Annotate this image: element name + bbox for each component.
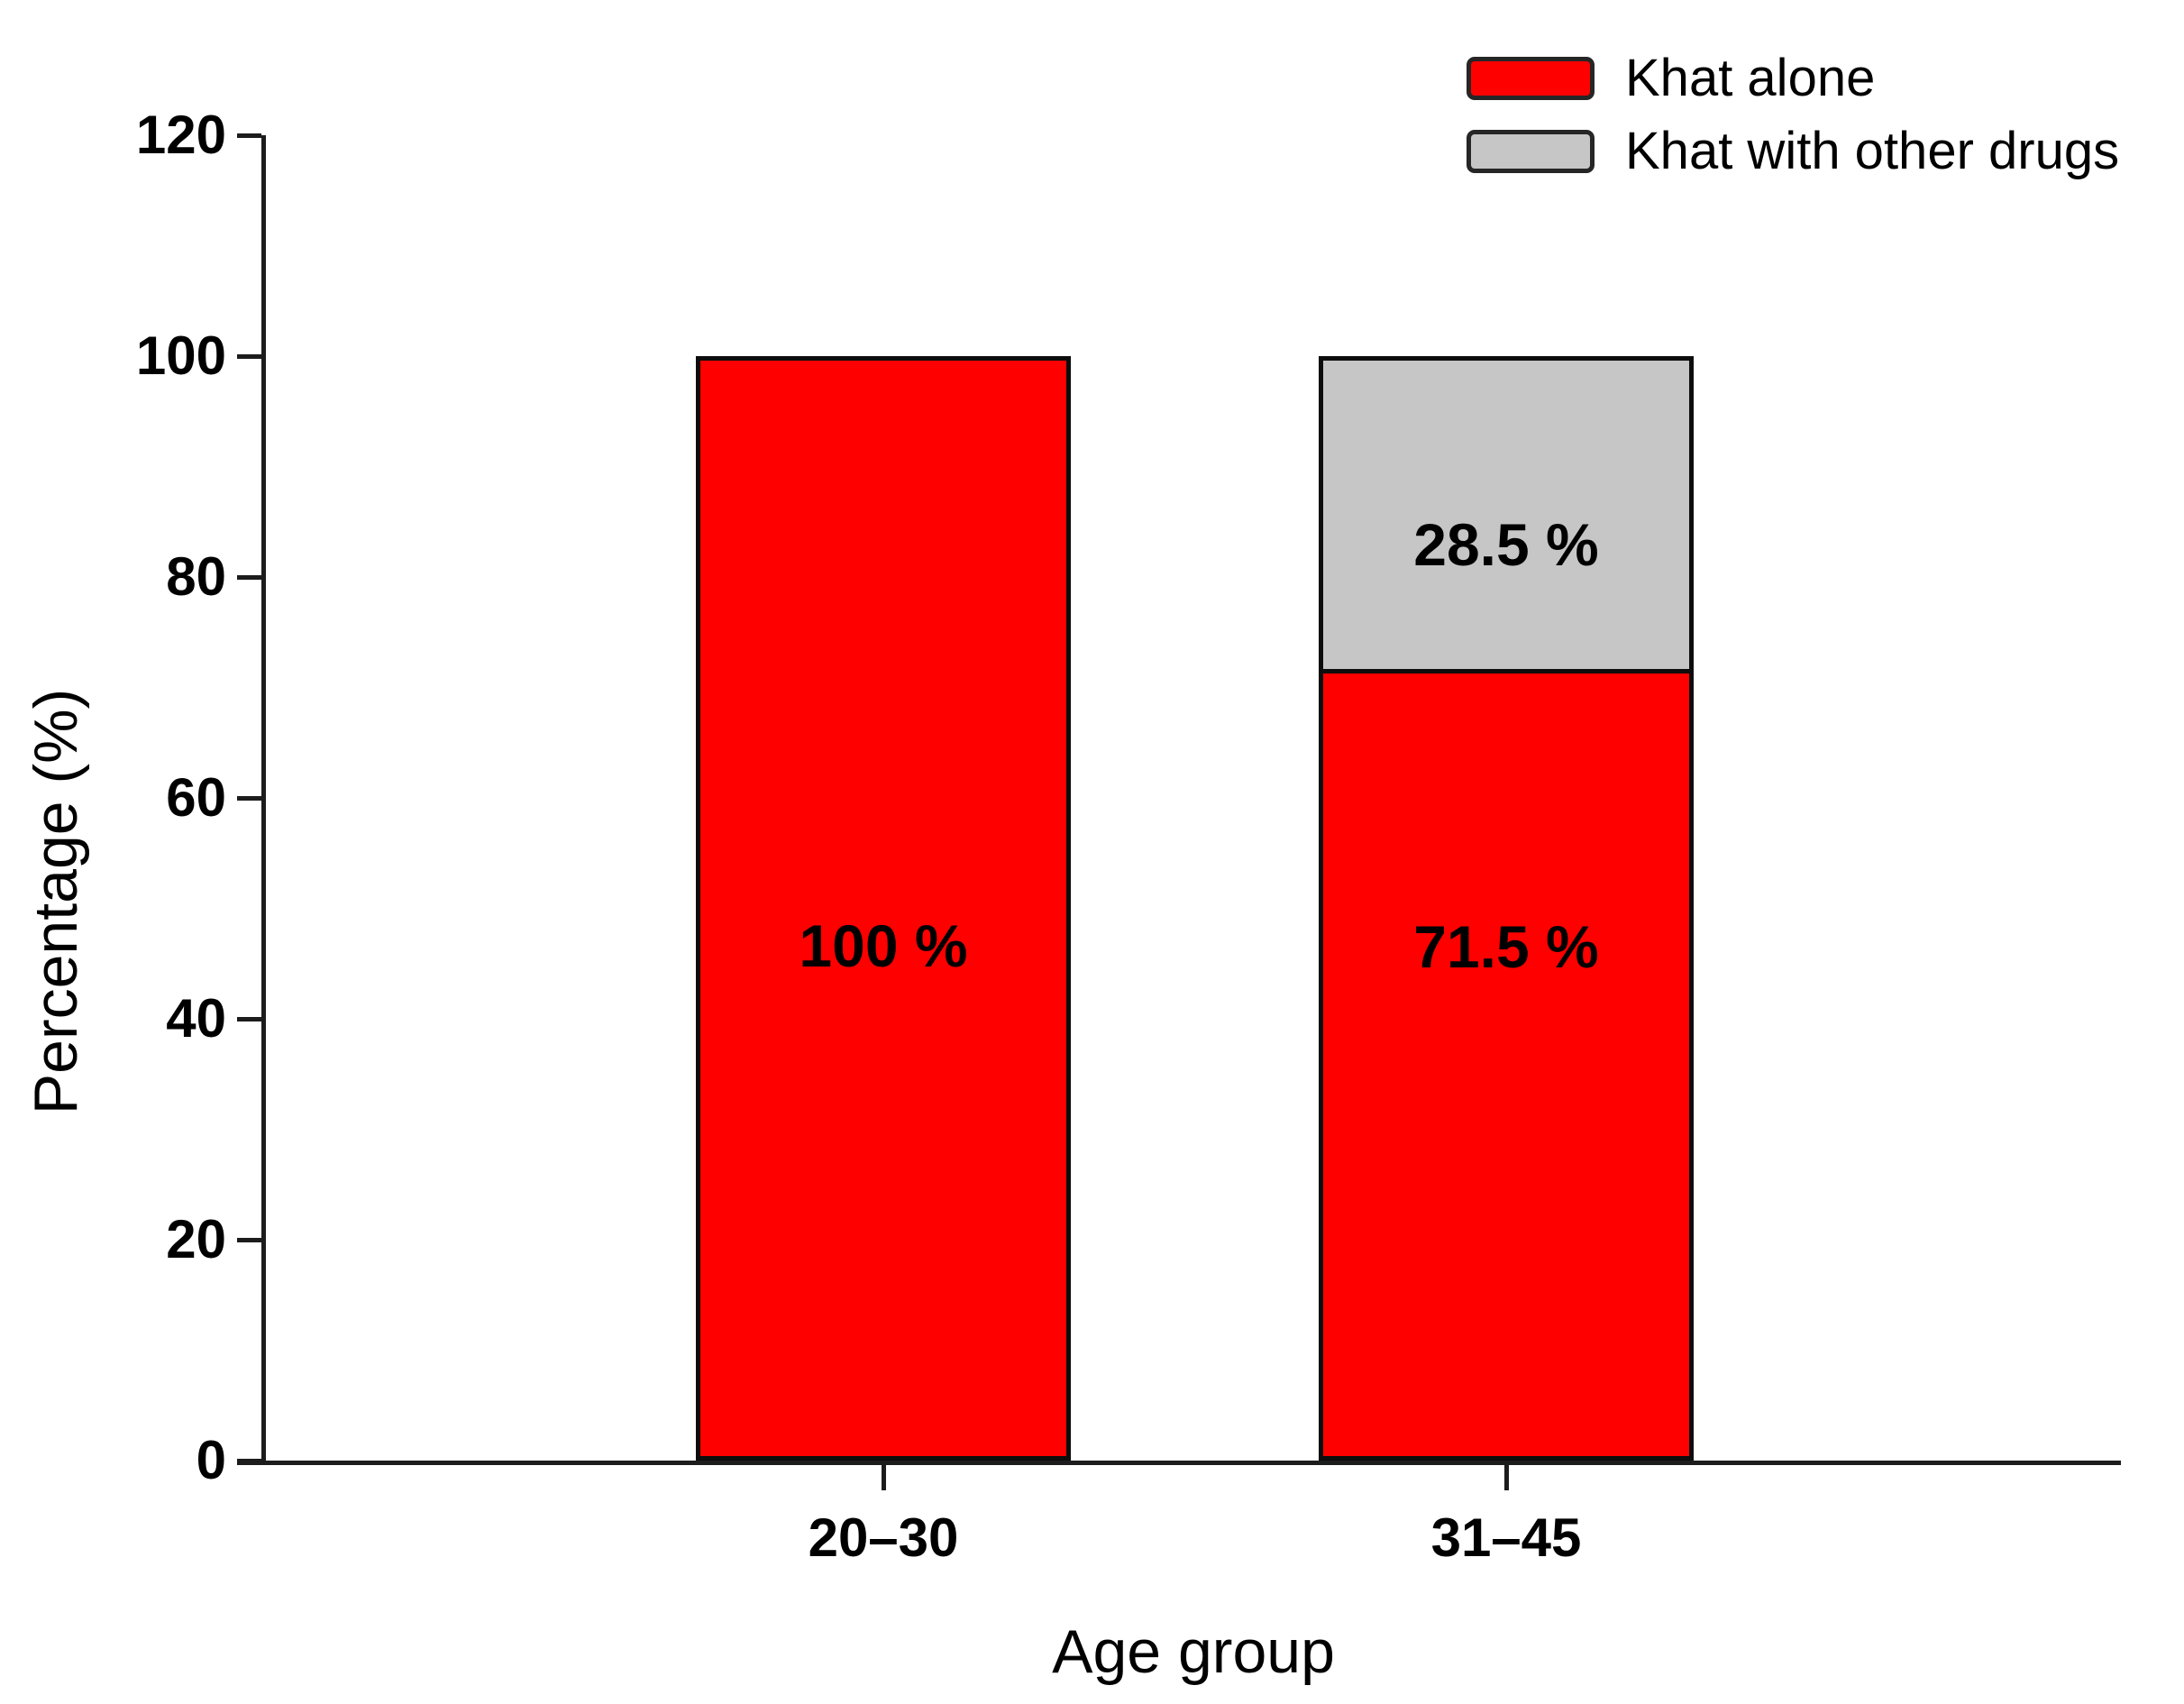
legend-swatch-khat-with-other-drugs — [1467, 130, 1595, 173]
bar-outline — [1319, 356, 1694, 1461]
legend-label-khat-with-other-drugs: Khat with other drugs — [1625, 122, 2120, 180]
bar-segment-khat-with-other-drugs — [1319, 356, 1694, 672]
bar-value-label: 71.5 % — [1413, 913, 1599, 981]
x-tick-label: 20–30 — [808, 1507, 959, 1568]
bar-segment-khat-alone — [1319, 671, 1694, 1461]
x-tick-label: 31–45 — [1430, 1507, 1582, 1568]
legend-swatch-khat-alone — [1467, 57, 1595, 100]
y-tick-label: 60 — [166, 767, 226, 828]
y-tick-label: 20 — [166, 1209, 226, 1269]
y-axis-title: Percentage (%) — [22, 688, 90, 1115]
x-tick — [1503, 1465, 1509, 1490]
bar-value-label: 100 % — [799, 912, 968, 979]
y-tick-label: 100 — [135, 325, 226, 386]
plot-area: 0 20 40 60 80 100 120 100 % 71.5 % 28.5 % 20–30 3… — [136, 108, 2121, 1565]
y-tick-label: 120 — [135, 105, 226, 165]
y-tick — [237, 1237, 261, 1242]
x-tick — [881, 1465, 886, 1490]
y-tick — [237, 1016, 261, 1021]
y-tick — [237, 1458, 261, 1463]
legend-label-khat-alone: Khat alone — [1625, 49, 1876, 107]
y-tick-label: 0 — [196, 1430, 226, 1490]
y-tick-label: 40 — [166, 988, 226, 1049]
y-tick — [237, 795, 261, 801]
x-axis-title: Age group — [1052, 1617, 1335, 1686]
y-tick — [237, 133, 261, 138]
y-tick — [237, 353, 261, 359]
bar-value-label: 28.5 % — [1413, 510, 1599, 578]
x-axis-line — [237, 1461, 2121, 1465]
bar-31–45: 71.5 % 28.5 % — [1319, 356, 1694, 1461]
y-tick — [237, 574, 261, 580]
bar-segment-khat-alone — [696, 356, 1071, 1461]
y-tick-label: 80 — [166, 546, 226, 607]
legend-item-khat-alone: Khat alone — [1467, 52, 2119, 105]
bar-segment-divider — [1319, 668, 1694, 673]
y-axis-line — [261, 135, 266, 1465]
legend: Khat alone Khat with other drugs — [1467, 52, 2119, 198]
bar-outline — [696, 356, 1071, 1461]
legend-item-khat-with-other-drugs: Khat with other drugs — [1467, 125, 2119, 178]
bar-20–30: 100 % — [696, 356, 1071, 1461]
